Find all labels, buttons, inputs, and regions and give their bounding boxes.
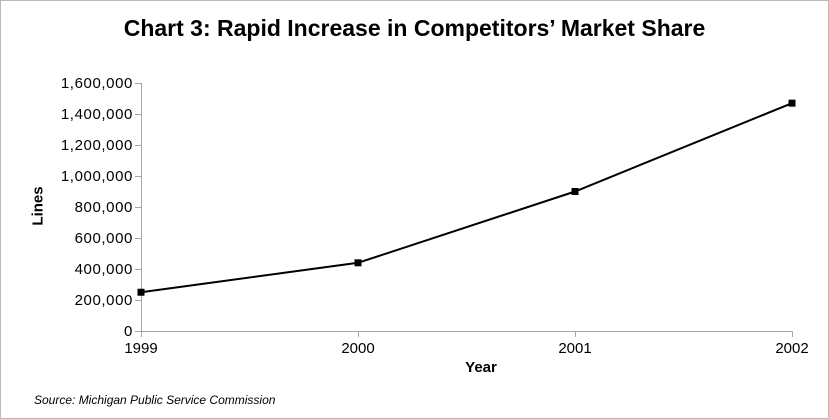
- y-tick-label: 400,000: [74, 260, 133, 278]
- source-note: Source: Michigan Public Service Commissi…: [34, 393, 276, 407]
- data-point-marker: [137, 288, 145, 296]
- data-point-marker: [788, 99, 796, 107]
- y-tick-label: 1,000,000: [60, 167, 133, 185]
- y-tick-label: 0: [124, 322, 133, 340]
- data-point-marker: [571, 188, 579, 195]
- x-tick-label: 2002: [775, 340, 809, 357]
- y-tick-label: 600,000: [74, 229, 133, 247]
- x-tick-label: 1999: [124, 340, 158, 357]
- x-tick-label: 2001: [558, 340, 592, 357]
- data-point-marker: [354, 259, 362, 267]
- y-tick-label: 200,000: [74, 291, 133, 309]
- y-tick-label: 1,600,000: [60, 74, 133, 92]
- y-tick-label: 1,400,000: [60, 105, 133, 123]
- x-axis-title: Year: [465, 359, 497, 376]
- y-tick-label: 800,000: [74, 198, 133, 216]
- x-tick-label: 2000: [341, 340, 375, 357]
- data-line: [140, 102, 793, 294]
- chart-title: Chart 3: Rapid Increase in Competitors’ …: [123, 15, 706, 41]
- y-tick-label: 1,200,000: [60, 136, 133, 154]
